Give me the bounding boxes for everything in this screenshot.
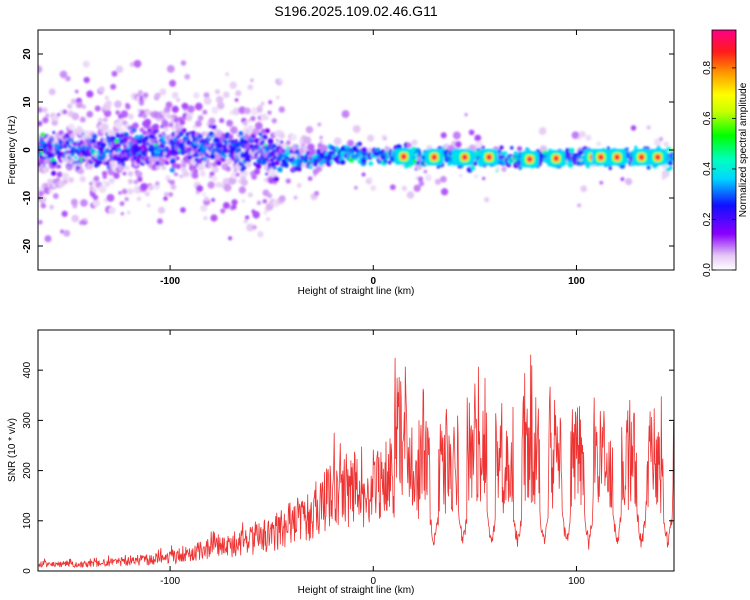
figure-title: S196.2025.109.02.46.G11 bbox=[274, 3, 437, 19]
snr-ytick-label: 200 bbox=[22, 462, 33, 479]
snr-xtick-label: 100 bbox=[568, 576, 585, 587]
snr-ytick-label: 300 bbox=[22, 412, 33, 429]
snr-xtick-label: 0 bbox=[370, 576, 376, 587]
spectrogram-xlabel: Height of straight line (km) bbox=[298, 286, 415, 297]
colorbar-gradient bbox=[711, 29, 737, 271]
snr-ticks: -100 0 100 0 100 200 300 400 bbox=[22, 330, 674, 587]
spectrogram-xtick-label: 0 bbox=[370, 276, 376, 287]
colorbar-tick-label: 0.6 bbox=[702, 111, 713, 125]
spectrogram-ytick-label: -10 bbox=[22, 190, 33, 205]
colorbar-tick-label: 0.8 bbox=[702, 61, 713, 75]
spectrogram-heatmap bbox=[38, 59, 674, 243]
spectrogram-ytick-label: 10 bbox=[22, 96, 33, 108]
snr-xtick-label: -100 bbox=[160, 576, 180, 587]
snr-series-line bbox=[38, 354, 674, 569]
colorbar-ticks: 0.0 0.2 0.4 0.6 0.8 bbox=[702, 61, 736, 277]
snr-ytick-label: 400 bbox=[22, 361, 33, 378]
snr-ytick-label: 0 bbox=[22, 568, 33, 574]
snr-frame bbox=[37, 329, 675, 572]
colorbar-tick-label: 0.4 bbox=[702, 162, 713, 176]
spectrogram-xtick-label: 100 bbox=[568, 276, 585, 287]
spectrogram-ytick-label: 20 bbox=[22, 48, 33, 60]
snr-xlabel: Height of straight line (km) bbox=[298, 585, 415, 596]
snr-panel: -100 0 100 0 100 200 300 400 Height of straight… bbox=[7, 329, 675, 596]
colorbar: 0.0 0.2 0.4 0.6 0.8 Normalized spectral ampl… bbox=[702, 29, 749, 277]
colorbar-label: Normalized spectral amplitude bbox=[738, 82, 749, 217]
colorbar-tick-label: 0.2 bbox=[702, 212, 713, 226]
snr-ylabel: SNR (10 * v/v) bbox=[7, 418, 18, 482]
spectrogram-xtick-label: -100 bbox=[160, 276, 180, 287]
spectrogram-ytick-label: 0 bbox=[22, 147, 33, 153]
spectrogram-ytick-label: -20 bbox=[22, 238, 33, 253]
snr-ytick-label: 100 bbox=[22, 512, 33, 529]
colorbar-tick-label: 0.0 bbox=[702, 263, 713, 277]
spectrogram-ylabel: Frequency (Hz) bbox=[7, 116, 18, 185]
